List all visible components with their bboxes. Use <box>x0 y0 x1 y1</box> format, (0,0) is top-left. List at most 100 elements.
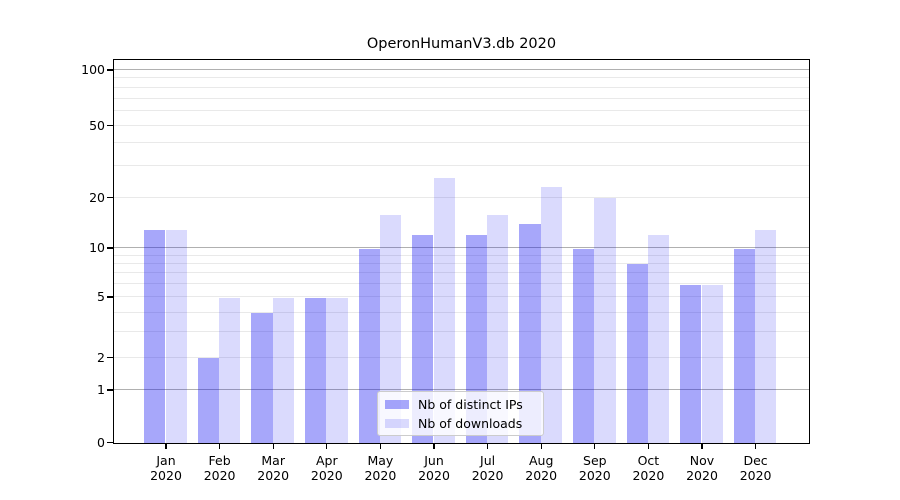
bar-distinct-ips <box>197 358 220 443</box>
x-tick-label-year: 2020 <box>578 468 611 483</box>
gridline-minor <box>114 97 809 99</box>
legend-label: Nb of downloads <box>418 415 523 431</box>
y-tick-mark <box>107 69 113 71</box>
bar-downloads <box>379 214 402 443</box>
legend: Nb of distinct IPs Nb of downloads <box>377 391 544 436</box>
x-tick-label-year: 2020 <box>257 468 290 483</box>
legend-item: Nb of distinct IPs <box>385 396 536 412</box>
x-tick-mark <box>433 444 435 449</box>
y-tick-label: 100 <box>81 62 105 77</box>
bar-downloads <box>272 297 295 443</box>
y-tick-mark <box>107 197 113 199</box>
y-tick-mark <box>107 296 113 298</box>
gridline-minor <box>114 311 809 313</box>
y-tick-mark <box>107 247 113 249</box>
gridline-major <box>114 389 809 390</box>
x-tick-label-month: Nov <box>689 453 715 468</box>
x-tick-label: Mar 2020 <box>246 453 300 483</box>
y-tick-label: 50 <box>89 117 105 133</box>
x-tick-mark <box>326 444 328 449</box>
x-tick-label-month: Apr <box>315 453 338 468</box>
gridline-minor <box>114 124 809 126</box>
legend-label: Nb of distinct IPs <box>418 396 523 412</box>
gridline-major <box>114 247 809 248</box>
gridline-minor <box>114 77 809 79</box>
x-tick-label: Apr 2020 <box>300 453 354 483</box>
x-tick-mark <box>219 444 221 449</box>
bar-downloads <box>594 198 616 443</box>
y-tick-label: 10 <box>89 240 105 255</box>
x-tick-label-month: Aug <box>528 453 554 468</box>
x-tick-mark <box>647 444 649 449</box>
x-tick-label-year: 2020 <box>525 468 558 483</box>
x-tick-mark <box>701 444 703 449</box>
x-tick-label-month: May <box>367 453 394 468</box>
x-tick-mark <box>755 444 757 449</box>
x-tick-label: Aug 2020 <box>514 453 568 483</box>
x-tick-mark <box>487 444 489 449</box>
x-tick-label: Sep 2020 <box>568 453 622 483</box>
bar-distinct-ips <box>680 284 702 443</box>
x-tick-label-month: Feb <box>208 453 231 468</box>
chart-title: OperonHumanV3.db 2020 <box>366 36 557 52</box>
x-tick-label: Dec 2020 <box>729 453 783 483</box>
bar-downloads <box>165 229 187 443</box>
y-tick-mark <box>107 124 113 127</box>
x-tick-label-year: 2020 <box>203 468 236 483</box>
x-tick-label: May 2020 <box>353 453 407 483</box>
gridline-minor <box>114 86 809 88</box>
gridline-minor <box>114 296 809 297</box>
x-tick-label-month: Jul <box>480 453 496 468</box>
x-tick-label-year: 2020 <box>418 468 450 483</box>
bar-downloads <box>326 297 348 443</box>
x-tick-mark <box>379 444 381 449</box>
bar-distinct-ips <box>358 248 380 443</box>
plot-area: Nb of distinct IPs Nb of downloads <box>113 59 810 444</box>
bar-distinct-ips <box>304 297 327 443</box>
gridline-minor <box>114 356 809 358</box>
y-tick-mark <box>107 389 113 391</box>
x-tick-label: Jul 2020 <box>461 453 515 483</box>
x-tick-label-year: 2020 <box>310 468 343 483</box>
bar-downloads <box>755 229 777 443</box>
gridline-minor <box>114 272 809 274</box>
gridline-minor <box>114 283 809 285</box>
bar-distinct-ips <box>572 248 595 443</box>
bar-distinct-ips <box>144 229 166 443</box>
x-tick-label: Nov 2020 <box>675 453 729 483</box>
gridline-minor <box>114 164 809 166</box>
bar-distinct-ips <box>519 224 541 443</box>
y-tick-label: 1 <box>97 382 105 397</box>
x-tick-label-year: 2020 <box>686 468 718 483</box>
x-tick-mark <box>594 444 596 449</box>
bar-downloads <box>540 187 563 443</box>
x-tick-label-year: 2020 <box>150 468 182 483</box>
x-tick-label-month: Jun <box>424 453 444 468</box>
x-tick-label: Feb 2020 <box>193 453 247 483</box>
x-tick-label-year: 2020 <box>471 468 504 483</box>
y-tick-label: 0 <box>97 434 105 450</box>
x-tick-label-year: 2020 <box>739 468 772 483</box>
gridline-major <box>114 69 809 70</box>
x-tick-mark <box>272 444 274 449</box>
gridline-minor <box>114 262 809 264</box>
x-tick-label-month: Jan <box>156 453 176 468</box>
y-tick-label: 5 <box>97 289 105 304</box>
bar-downloads <box>433 177 455 443</box>
x-tick-label-month: Dec <box>743 453 768 468</box>
gridline-minor <box>114 331 809 333</box>
x-tick-mark <box>165 444 167 449</box>
bar-distinct-ips <box>626 264 648 443</box>
x-tick-label-year: 2020 <box>632 468 665 483</box>
x-tick-label: Jun 2020 <box>407 453 461 483</box>
y-tick-label: 20 <box>89 189 105 205</box>
x-tick-label-month: Sep <box>583 453 607 468</box>
x-tick-label: Jan 2020 <box>139 453 193 483</box>
x-tick-label: Oct 2020 <box>621 453 675 483</box>
bar-downloads <box>219 297 241 443</box>
gridline-minor <box>114 196 809 198</box>
gridline-minor <box>114 109 809 111</box>
legend-swatch-distinct-ips <box>385 399 409 409</box>
y-tick-mark <box>107 441 113 444</box>
gridline-minor <box>114 142 809 144</box>
